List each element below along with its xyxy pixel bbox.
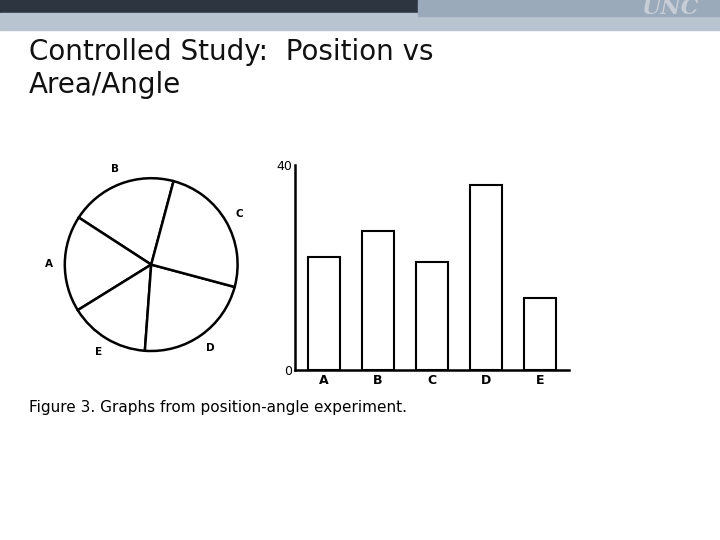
Bar: [524, 298, 557, 370]
Text: UNC: UNC: [641, 0, 698, 19]
Text: Figure 3. Graphs from position-angle experiment.: Figure 3. Graphs from position-angle exp…: [29, 400, 407, 415]
Bar: [307, 257, 340, 370]
Bar: [0, 0, 446, 16]
Wedge shape: [65, 218, 151, 310]
Text: D: D: [206, 343, 215, 353]
Bar: [418, 0, 720, 16]
Wedge shape: [151, 181, 238, 287]
Text: Controlled Study:  Position vs
Area/Angle: Controlled Study: Position vs Area/Angle: [29, 38, 433, 99]
Text: A: A: [45, 259, 53, 268]
Text: B: B: [111, 164, 119, 174]
Bar: [0, 14, 720, 30]
Bar: [415, 262, 449, 370]
Wedge shape: [145, 265, 235, 351]
Bar: [361, 231, 394, 370]
Bar: [470, 185, 503, 370]
Wedge shape: [78, 265, 151, 351]
Wedge shape: [78, 178, 174, 265]
Text: C: C: [235, 208, 243, 219]
Text: E: E: [95, 347, 102, 357]
